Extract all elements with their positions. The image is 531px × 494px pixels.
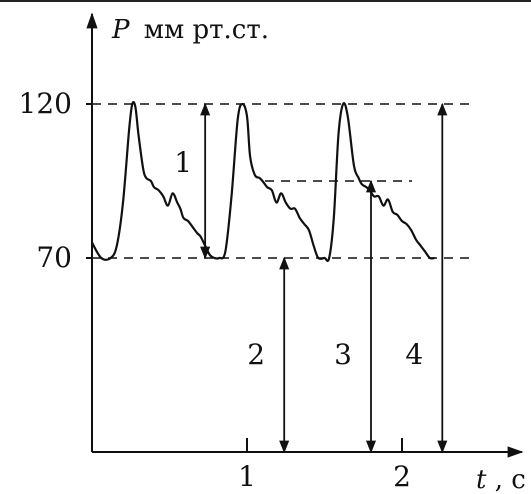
y-axis-label: P мм рт.ст. (111, 15, 269, 45)
annotation-label: 3 (334, 338, 352, 371)
y-axis-unit: мм рт.ст. (144, 15, 269, 45)
x-axis-unit: , с (495, 465, 526, 494)
y-ticks: 120 70 (19, 87, 92, 274)
top-rule (0, 0, 531, 2)
reference-lines (92, 103, 470, 259)
annotation-arrows: 1 2 3 4 (174, 102, 448, 454)
y-tick-label: 120 (19, 87, 72, 120)
y-axis-symbol: P (111, 15, 130, 45)
x-axis-label: t , с (476, 465, 526, 494)
annotation-label: 1 (174, 146, 192, 179)
x-tick-label: 1 (238, 460, 256, 493)
annotation-label: 4 (405, 338, 423, 371)
y-tick-label: 70 (36, 241, 72, 274)
axes (86, 12, 524, 458)
x-tick-label: 2 (393, 460, 411, 493)
x-axis-symbol: t (476, 465, 487, 494)
annotation-label: 2 (247, 338, 265, 371)
pressure-curve (91, 100, 435, 263)
